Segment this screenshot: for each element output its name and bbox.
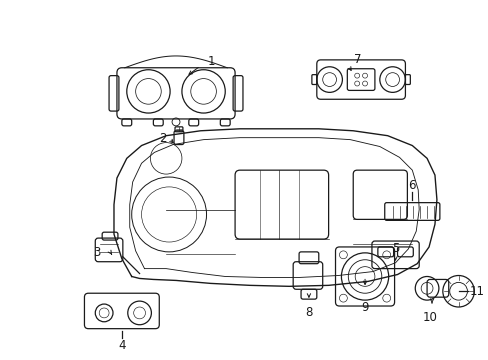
Text: 1: 1 <box>207 55 215 68</box>
Text: 5: 5 <box>391 242 398 255</box>
Text: 9: 9 <box>361 301 368 315</box>
Text: 8: 8 <box>305 306 312 319</box>
Text: 3: 3 <box>93 246 101 259</box>
Text: 7: 7 <box>354 53 361 66</box>
Text: 2: 2 <box>159 132 166 145</box>
Text: 11: 11 <box>469 285 484 298</box>
Text: 4: 4 <box>118 339 125 352</box>
Text: 6: 6 <box>408 179 415 192</box>
Text: 10: 10 <box>422 311 437 324</box>
